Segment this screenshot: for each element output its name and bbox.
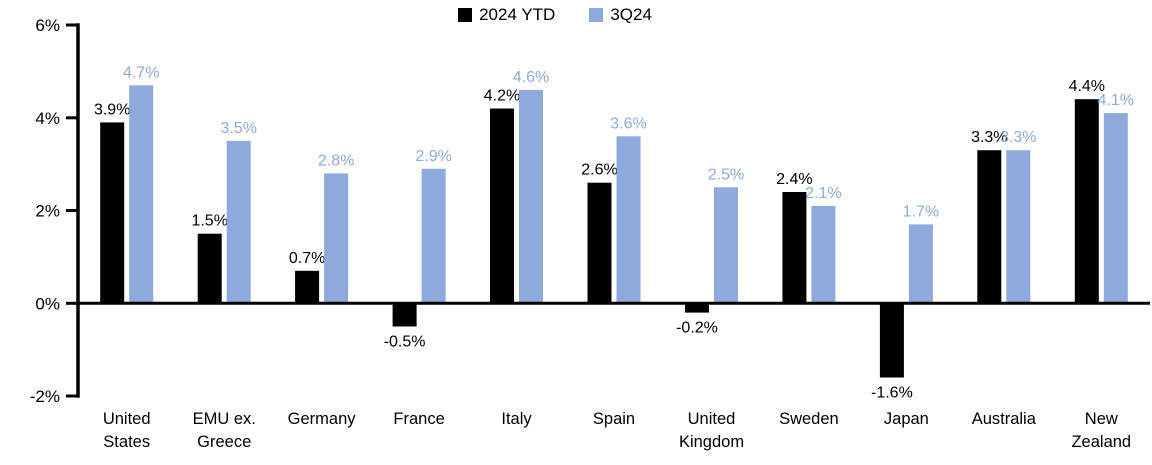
value-label-3q24-sweden: 2.1% [805,185,841,202]
value-label-3q24-france: 2.9% [415,148,451,165]
bar-3q24-germany [324,173,349,304]
category-label-italy: Italy [501,410,532,428]
bar-3q24-united-kingdom [714,187,738,304]
value-label-2024-ytd-germany: 0.7% [289,250,325,267]
category-label-emu-ex-greece: EMU ex. Greece [193,410,256,451]
bar-2024-ytd-united-states [100,122,125,304]
bar-2024-ytd-spain [587,182,612,304]
bar-3q24-new-zealand [1103,113,1128,304]
legend: 2024 YTD 3Q24 [0,6,1110,23]
bar-2024-ytd-france [392,303,417,327]
value-label-3q24-new-zealand: 4.1% [1098,92,1134,109]
value-label-2024-ytd-australia: 3.3% [971,129,1007,146]
value-label-2024-ytd-sweden: 2.4% [776,171,812,188]
category-label-japan: Japan [884,410,929,428]
legend-item-2024-ytd: 2024 YTD [458,6,555,23]
bar-2024-ytd-sweden [782,192,807,304]
category-label-united-states: United States [103,410,151,451]
value-label-3q24-australia: 3.3% [1000,129,1036,146]
value-label-3q24-emu-ex-greece: 3.5% [220,120,256,137]
y-tick-label-0: 0% [35,294,60,313]
value-label-2024-ytd-emu-ex-greece: 1.5% [191,213,227,230]
category-label-united-kingdom: United Kingdom [679,410,744,451]
value-label-3q24-united-kingdom: 2.5% [708,166,744,183]
category-label-australia: Australia [972,410,1037,428]
value-label-2024-ytd-new-zealand: 4.4% [1069,78,1105,95]
bar-3q24-france [421,168,446,304]
value-label-2024-ytd-spain: 2.6% [581,162,617,179]
value-label-3q24-united-states: 4.7% [123,64,159,81]
legend-swatch-2024-ytd [458,7,473,22]
bar-3q24-italy [519,89,543,304]
y-tick-label-2: -2% [30,387,60,406]
bar-2024-ytd-australia [977,150,1002,304]
bar-3q24-spain [616,136,641,304]
bar-2024-ytd-emu-ex-greece [197,233,222,304]
value-label-3q24-italy: 4.6% [513,69,549,86]
bar-3q24-united-states [129,85,154,304]
category-label-sweden: Sweden [779,410,839,428]
y-tick-label-4: 4% [35,109,60,128]
bar-3q24-sweden [811,205,836,304]
value-label-2024-ytd-united-kingdom: -0.2% [676,320,718,337]
category-label-france: France [393,410,444,428]
value-label-3q24-spain: 3.6% [610,115,646,132]
bar-2024-ytd-germany [295,270,320,304]
value-label-2024-ytd-italy: 4.2% [484,88,520,105]
value-label-2024-ytd-japan: -1.6% [871,384,913,401]
category-label-germany: Germany [288,410,357,428]
value-label-2024-ytd-united-states: 3.9% [94,101,130,118]
value-label-2024-ytd-france: -0.5% [384,333,426,350]
bar-3q24-japan [908,224,933,304]
bar-2024-ytd-united-kingdom [685,303,709,313]
value-label-3q24-germany: 2.8% [318,152,354,169]
bar-2024-ytd-italy [490,108,514,304]
legend-swatch-3q24 [589,7,604,22]
y-tick-label-6: 6% [35,16,60,35]
bar-2024-ytd-japan [879,303,904,378]
category-label-new-zealand: New Zealand [1071,410,1131,451]
bar-3q24-emu-ex-greece [226,140,251,304]
y-tick-label-2: 2% [35,202,60,221]
legend-item-3q24: 3Q24 [589,6,652,23]
category-label-spain: Spain [593,410,635,428]
legend-label-2024-ytd: 2024 YTD [479,5,556,24]
bar-3q24-australia [1006,150,1031,304]
bar-2024-ytd-new-zealand [1074,99,1099,304]
value-label-3q24-japan: 1.7% [903,203,939,220]
legend-label-3q24: 3Q24 [610,5,652,24]
